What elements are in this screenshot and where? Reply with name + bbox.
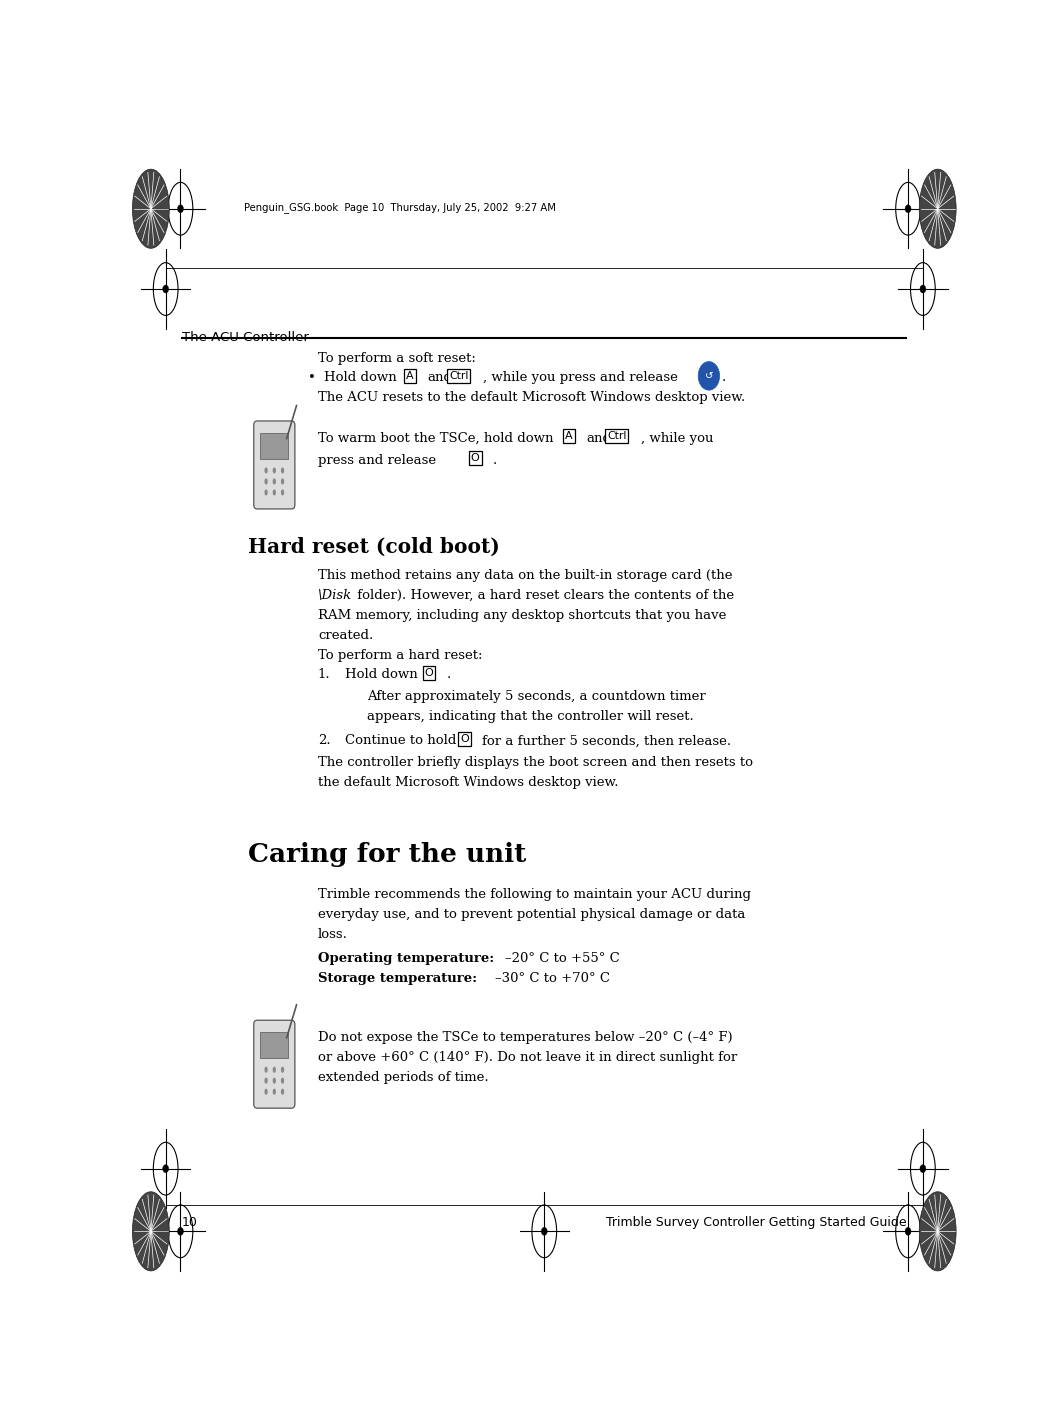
Text: or above +60° C (140° F). Do not leave it in direct sunlight for: or above +60° C (140° F). Do not leave i… (318, 1051, 737, 1064)
Ellipse shape (280, 1067, 285, 1072)
Ellipse shape (905, 204, 911, 213)
Text: everyday use, and to prevent potential physical damage or data: everyday use, and to prevent potential p… (318, 908, 746, 921)
Ellipse shape (264, 1067, 268, 1072)
Ellipse shape (280, 1078, 285, 1084)
Text: The ACU Controller: The ACU Controller (183, 331, 309, 344)
Text: , while you press and release: , while you press and release (483, 371, 679, 384)
Text: \Disk: \Disk (318, 590, 353, 603)
Ellipse shape (920, 1165, 926, 1172)
Text: This method retains any data on the built-in storage card (the: This method retains any data on the buil… (318, 570, 733, 583)
Ellipse shape (920, 1192, 956, 1271)
Text: Storage temperature:: Storage temperature: (318, 972, 477, 985)
Text: and: and (427, 371, 452, 384)
Text: After approximately 5 seconds, a countdown timer: After approximately 5 seconds, a countdo… (367, 690, 706, 704)
Text: O: O (470, 453, 480, 463)
Text: RAM memory, including any desktop shortcuts that you have: RAM memory, including any desktop shortc… (318, 608, 726, 623)
Ellipse shape (280, 467, 285, 474)
Ellipse shape (264, 1088, 268, 1095)
Text: .: . (493, 454, 497, 467)
Ellipse shape (133, 1192, 169, 1271)
Ellipse shape (273, 1067, 276, 1072)
Ellipse shape (920, 169, 956, 248)
Text: Hard reset (cold boot): Hard reset (cold boot) (249, 537, 500, 557)
Ellipse shape (264, 1078, 268, 1084)
Text: Hold down: Hold down (345, 668, 417, 681)
Text: , while you: , while you (641, 431, 714, 446)
Ellipse shape (280, 1088, 285, 1095)
Text: and: and (586, 431, 612, 446)
Ellipse shape (162, 1165, 169, 1172)
Text: appears, indicating that the controller will reset.: appears, indicating that the controller … (367, 710, 695, 723)
Text: O: O (460, 734, 468, 744)
Text: Ctrl: Ctrl (449, 371, 468, 381)
Circle shape (698, 361, 720, 390)
Ellipse shape (273, 1078, 276, 1084)
Text: –20° C to +55° C: –20° C to +55° C (504, 952, 619, 965)
Text: Penguin_GSG.book  Page 10  Thursday, July 25, 2002  9:27 AM: Penguin_GSG.book Page 10 Thursday, July … (244, 203, 555, 213)
Text: The controller briefly displays the boot screen and then resets to: The controller briefly displays the boot… (318, 757, 753, 770)
FancyBboxPatch shape (254, 421, 295, 508)
Text: created.: created. (318, 628, 373, 641)
Text: for a further 5 seconds, then release.: for a further 5 seconds, then release. (482, 734, 731, 747)
Text: press and release: press and release (318, 454, 436, 467)
Ellipse shape (280, 478, 285, 484)
Ellipse shape (177, 204, 184, 213)
Ellipse shape (133, 169, 169, 248)
Text: A: A (407, 371, 414, 381)
Text: Continue to hold: Continue to hold (345, 734, 457, 747)
Text: The ACU resets to the default Microsoft Windows desktop view.: The ACU resets to the default Microsoft … (318, 391, 746, 404)
Ellipse shape (273, 490, 276, 496)
Text: Caring for the unit: Caring for the unit (249, 843, 527, 867)
Text: folder). However, a hard reset clears the contents of the: folder). However, a hard reset clears th… (354, 590, 735, 603)
Text: .: . (446, 668, 450, 681)
Text: loss.: loss. (318, 928, 348, 941)
Ellipse shape (162, 286, 169, 293)
Text: To perform a soft reset:: To perform a soft reset: (318, 351, 476, 364)
Text: the default Microsoft Windows desktop view.: the default Microsoft Windows desktop vi… (318, 777, 618, 790)
Text: 10: 10 (183, 1217, 198, 1230)
Text: extended periods of time.: extended periods of time. (318, 1071, 489, 1084)
Text: –30° C to +70° C: –30° C to +70° C (495, 972, 610, 985)
FancyBboxPatch shape (260, 1032, 288, 1058)
Text: A: A (565, 431, 572, 441)
Ellipse shape (273, 467, 276, 474)
FancyBboxPatch shape (254, 1020, 295, 1108)
Text: Trimble recommends the following to maintain your ACU during: Trimble recommends the following to main… (318, 888, 751, 901)
Text: Ctrl: Ctrl (607, 431, 627, 441)
Text: •: • (308, 371, 316, 384)
Text: Hold down: Hold down (324, 371, 396, 384)
Text: Trimble Survey Controller Getting Started Guide: Trimble Survey Controller Getting Starte… (605, 1217, 907, 1230)
Ellipse shape (264, 478, 268, 484)
Text: Operating temperature:: Operating temperature: (318, 952, 494, 965)
Ellipse shape (542, 1228, 547, 1235)
Text: .: . (722, 371, 726, 384)
Ellipse shape (273, 1088, 276, 1095)
Text: O: O (425, 668, 433, 678)
Text: 1.: 1. (318, 668, 330, 681)
FancyBboxPatch shape (260, 433, 288, 458)
Text: ↺: ↺ (704, 371, 714, 381)
Ellipse shape (273, 478, 276, 484)
Ellipse shape (264, 467, 268, 474)
Ellipse shape (905, 1228, 911, 1235)
Ellipse shape (264, 490, 268, 496)
Text: To warm boot the TSCe, hold down: To warm boot the TSCe, hold down (318, 431, 553, 446)
Text: To perform a hard reset:: To perform a hard reset: (318, 648, 482, 661)
Ellipse shape (280, 490, 285, 496)
Ellipse shape (920, 286, 926, 293)
Text: 2.: 2. (318, 734, 330, 747)
Ellipse shape (177, 1228, 184, 1235)
Text: Do not expose the TSCe to temperatures below –20° C (–4° F): Do not expose the TSCe to temperatures b… (318, 1031, 733, 1044)
